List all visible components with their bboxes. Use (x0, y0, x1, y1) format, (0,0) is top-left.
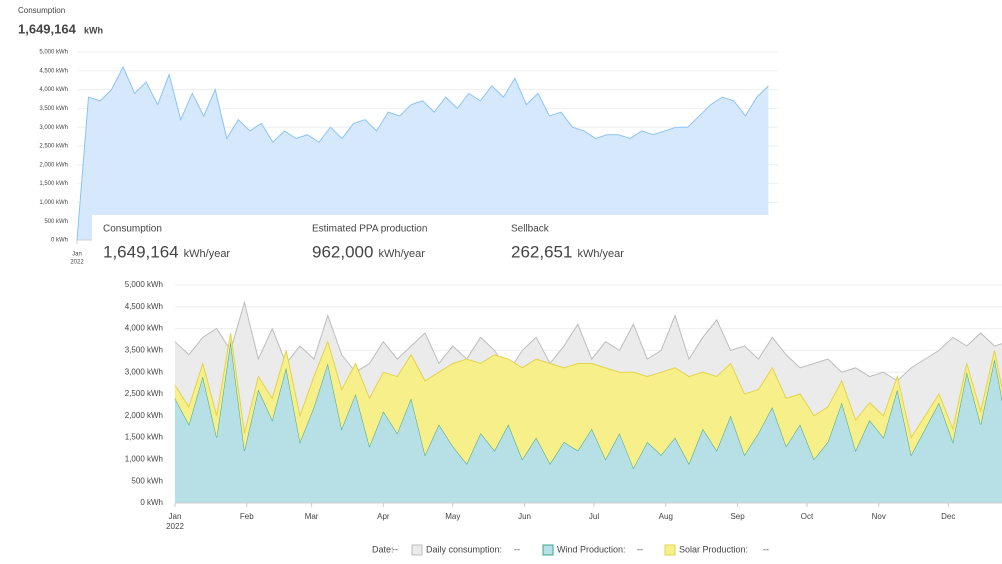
y-tick-label: 3,500 kWh (39, 106, 68, 112)
y-tick-label: 3,500 kWh (125, 346, 163, 355)
y-tick-label: 0 kWh (51, 238, 68, 244)
header-unit: kWh (84, 25, 103, 35)
legend-placeholder: -- (392, 544, 398, 554)
legend-swatch (411, 544, 423, 556)
y-tick-label: 4,500 kWh (39, 68, 68, 74)
y-tick-label: 4,000 kWh (39, 87, 68, 93)
x-tick-label: Apr (377, 512, 390, 521)
x-tick-label: Dec (941, 512, 955, 521)
legend-placeholder: -- (763, 544, 769, 554)
header-title: Consumption (18, 6, 65, 15)
y-tick-label: 4,000 kWh (125, 324, 163, 333)
x-tick-label: Jul (589, 512, 599, 521)
bottom-chart: 0 kWh 500 kWh 1,000 kWh 1,500 kWh 2,000 kWh 2… (125, 280, 1002, 531)
y-tick-label: 5,000 kWh (39, 50, 68, 56)
legend: Date:-- Daily consumption: -- Wind Producti… (372, 544, 769, 556)
stat-label: Sellback (511, 224, 550, 235)
x-tick-label: Feb (240, 512, 254, 521)
y-tick-label: 5,000 kWh (125, 280, 163, 289)
y-tick-label: 2,000 kWh (125, 411, 163, 420)
y-tick-label: 4,500 kWh (125, 302, 163, 311)
x-tick-label: Jun (518, 512, 531, 521)
y-tick-label: 1,000 kWh (39, 200, 68, 206)
legend-label: Daily consumption: (426, 544, 502, 554)
legend-label: Wind Production: (557, 544, 626, 554)
area-line (174, 300, 1002, 382)
area-line (76, 65, 769, 241)
y-tick-label: 3,000 kWh (39, 125, 68, 131)
legend-swatch (542, 544, 554, 556)
x-tick-label: Aug (659, 512, 673, 521)
legend-swatch (664, 544, 676, 556)
legend-date-label: Date: (372, 544, 394, 554)
header-value: 1,649,164 (18, 21, 77, 36)
area-line (174, 332, 1002, 439)
stat-value: 262,651 (511, 242, 572, 261)
x-sublabel: 2022 (70, 260, 84, 266)
area (175, 341, 1002, 503)
x-tick-label: Oct (801, 512, 814, 521)
y-tick-label: 2,500 kWh (39, 144, 68, 150)
legend-label: Solar Production: (679, 544, 748, 554)
stat-unit: kWh/year (378, 248, 425, 260)
stat-label: Consumption (103, 224, 162, 235)
stat-unit: kWh/year (184, 248, 231, 260)
stats: Consumption 1,649,164 kWh/year Estimated PP… (103, 224, 624, 262)
legend-placeholder: -- (637, 544, 643, 554)
x-tick-label: May (445, 512, 460, 521)
stat-value: 962,000 (312, 242, 373, 261)
x-tick-label: Sep (730, 512, 745, 521)
legend-placeholder: -- (514, 544, 520, 554)
y-tick-label: 3,000 kWh (125, 367, 163, 376)
x-sublabel: 2022 (166, 522, 184, 531)
stat-label: Estimated PPA production (312, 224, 427, 235)
x-tick-label: Jan (72, 252, 82, 258)
x-tick-label: Nov (872, 512, 886, 521)
stat-unit: kWh/year (577, 248, 624, 260)
x-tick-label: Jan (169, 512, 182, 521)
x-tick-label: Mar (305, 512, 319, 521)
stat-value: 1,649,164 (103, 242, 179, 261)
y-tick-label: 2,000 kWh (39, 162, 68, 168)
area (77, 67, 769, 240)
y-tick-label: 1,500 kWh (125, 433, 163, 442)
y-tick-label: 1,500 kWh (39, 181, 68, 187)
y-tick-label: 1,000 kWh (125, 455, 163, 464)
y-tick-label: 500 kWh (44, 219, 68, 225)
y-tick-label: 2,500 kWh (125, 389, 163, 398)
y-tick-label: 500 kWh (131, 476, 163, 485)
y-tick-label: 0 kWh (140, 498, 163, 507)
area (175, 332, 1002, 469)
